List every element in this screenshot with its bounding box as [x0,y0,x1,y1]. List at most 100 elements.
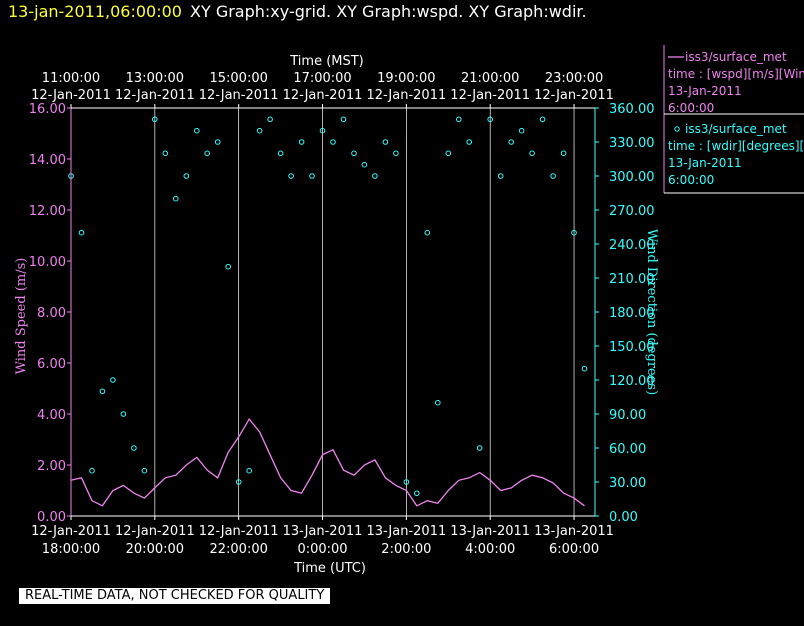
wdir-point [340,116,347,123]
legend-wspd-time: 6:00:00 [668,101,714,115]
wdir-point [183,173,190,179]
x-top-tick-time: 13:00:00 [126,71,184,86]
wdir-point [120,411,127,417]
x-bottom-tick-time: 0:00:00 [297,542,347,557]
legend-wspd-var: time : [wspd][m/s][Wind [668,67,804,81]
wdir-point [131,445,137,451]
wdir-point [403,479,410,485]
wdir-point [194,127,200,134]
x-top-tick-date: 12-Jan-2011 [534,88,614,103]
x-top-tick-date: 12-Jan-2011 [199,88,279,103]
y-right-tick-label: 120.00 [609,374,655,389]
x-bottom-ticks: 12-Jan-2011 18:00:00 12-Jan-2011 20:00:00 12… [31,516,614,557]
y-left-axis-label: Wind Speed (m/s) [14,258,29,375]
x-bottom-tick-date: 12-Jan-2011 [115,524,195,539]
x-top-tick-time: 11:00:00 [42,71,100,86]
wdir-point [466,139,473,145]
wdir-point [89,467,95,474]
y-left-tick-label: 8.00 [37,306,66,321]
x-bottom-tick-date: 13-Jan-2011 [366,524,446,539]
wdir-point [309,173,315,179]
y-left-tick-label: 12.00 [29,204,66,219]
wdir-point [581,365,588,372]
wdir-point [330,139,336,145]
wdir-point [571,229,577,236]
x-bottom-tick-time: 6:00:00 [549,542,599,557]
wdir-point [550,173,556,179]
wdir-point [173,195,179,202]
header-time: 13-jan-2011,06:00:00 [8,2,182,21]
y-right-tick-label: 210.00 [609,272,655,287]
x-top-tick-time: 23:00:00 [545,71,603,86]
x-top-axis-label: Time (MST) [289,54,364,69]
plot-area [71,108,595,516]
wdir-point [277,150,284,157]
legend-wspd-title: iss3/surface_met [685,50,787,64]
y-right-tick-label: 90.00 [609,408,646,423]
wdir-point [456,116,462,123]
legend-wdir-date: 13-Jan-2011 [668,156,742,170]
y-left-tick-label: 10.00 [29,255,66,270]
legend-wdir-circle-swatch [674,126,680,132]
wdir-point [497,173,504,179]
wspd-series [70,417,585,507]
wdir-point [476,445,483,451]
x-top-ticks: 11:00:00 12-Jan-2011 13:00:00 12-Jan-2011 15… [31,71,614,108]
x-bottom-tick-date: 13-Jan-2011 [283,524,363,539]
wdir-point [382,139,389,145]
y-left-ticks: 0.00 2.00 4.00 6.00 8.00 10.00 12.00 14.00 16.00 [29,102,71,525]
wdir-point [110,377,116,383]
y-right-tick-label: 360.00 [609,102,655,117]
wdir-point [560,150,567,157]
x-top-tick-date: 12-Jan-2011 [115,88,195,103]
wspd-line [70,417,585,507]
wdir-point [288,173,294,179]
x-top-tick-date: 12-Jan-2011 [450,88,530,103]
wdir-point [214,139,221,145]
wdir-point [393,150,399,157]
y-left-tick-label: 4.00 [37,408,66,423]
y-left-tick-label: 16.00 [29,102,66,117]
wdir-point [235,479,242,485]
wdir-point [529,150,535,157]
x-bottom-tick-date: 12-Jan-2011 [31,524,111,539]
y-right-tick-label: 180.00 [609,306,655,321]
y-right-axis-label: Wind Direction (degrees) [644,229,659,395]
wdir-point [141,467,148,474]
wdir-point [162,150,169,157]
wdir-point [518,127,525,134]
y-right-tick-label: 300.00 [609,170,655,185]
x-bottom-tick-time: 4:00:00 [465,542,515,557]
y-right-tick-label: 150.00 [609,340,655,355]
wdir-point [372,173,378,179]
header-graph-list: XY Graph:xy-grid. XY Graph:wspd. XY Grap… [190,2,587,21]
legend-wdir-var: time : [wdir][degrees][W [668,139,804,153]
x-bottom-tick-time: 2:00:00 [381,542,431,557]
x-top-tick-date: 12-Jan-2011 [283,88,363,103]
x-bottom-tick-time: 18:00:00 [42,542,100,557]
y-right-tick-label: 30.00 [609,476,646,491]
wdir-point [246,467,252,474]
y-left-tick-label: 6.00 [37,357,66,372]
x-top-tick-time: 19:00:00 [377,71,435,86]
x-bottom-tick-date: 12-Jan-2011 [199,524,279,539]
x-top-tick-date: 12-Jan-2011 [31,88,111,103]
legend: iss3/surface_met time : [wspd][m/s][Wind… [663,45,804,194]
x-bottom-axis-label: Time (UTC) [293,561,366,576]
wdir-point [361,161,368,168]
wdir-point [319,127,326,134]
y-left-tick-label: 0.00 [37,510,66,525]
x-bottom-tick-date: 13-Jan-2011 [534,524,614,539]
wdir-point [267,116,273,123]
wdir-point [435,399,441,406]
wdir-point [539,116,546,123]
y-right-tick-label: 270.00 [609,204,655,219]
legend-wdir-title: iss3/surface_met [685,122,787,136]
wdir-point [487,116,494,123]
y-right-tick-label: 240.00 [609,238,655,253]
wdir-point [445,150,452,157]
wdir-point [424,229,431,236]
wdir-point [414,490,420,497]
wdir-point [99,388,106,395]
y-right-tick-label: 60.00 [609,442,646,457]
